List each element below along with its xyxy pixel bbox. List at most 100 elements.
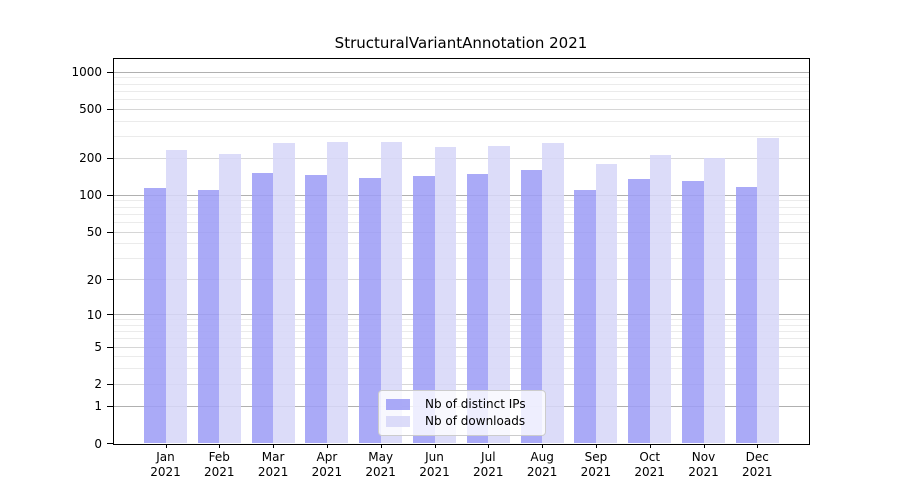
bar-sep-distinct-ips bbox=[574, 190, 596, 444]
x-tick-year-jul: 2021 bbox=[473, 465, 504, 479]
y-tick-label-2: 2 bbox=[94, 377, 102, 392]
gridline-minor-9 bbox=[114, 319, 809, 321]
gridline-200 bbox=[114, 157, 809, 159]
x-tick-month-oct: Oct bbox=[639, 450, 661, 464]
bar-jan-downloads bbox=[165, 149, 187, 444]
bar-jan-distinct-ips bbox=[144, 187, 166, 444]
y-tick-0 bbox=[107, 443, 113, 444]
legend: Nb of distinct IPs Nb of downloads bbox=[378, 390, 546, 436]
bar-may-distinct-ips bbox=[359, 177, 381, 444]
x-tick-month-apr: Apr bbox=[316, 450, 338, 464]
gridline-minor-300 bbox=[114, 136, 809, 138]
gridline-5 bbox=[114, 346, 809, 348]
x-tick-label-apr: Apr 2021 bbox=[297, 450, 357, 480]
gridline-minor-4 bbox=[114, 356, 809, 358]
y-tick-label-20: 20 bbox=[86, 272, 102, 287]
gridline-minor-900 bbox=[114, 77, 809, 79]
y-tick-label-1: 1 bbox=[94, 399, 102, 414]
x-tick-label-nov: Nov 2021 bbox=[674, 450, 734, 480]
gridline-minor-6 bbox=[114, 338, 809, 340]
bar-jun-distinct-ips bbox=[413, 175, 435, 444]
gridline-minor-8 bbox=[114, 324, 809, 326]
x-tick-may bbox=[380, 444, 382, 448]
gridline-500 bbox=[114, 108, 809, 110]
y-tick-5 bbox=[107, 346, 113, 348]
y-tick-50 bbox=[107, 231, 113, 233]
x-tick-label-jan: Jan 2021 bbox=[136, 450, 196, 480]
x-tick-label-may: May 2021 bbox=[351, 450, 411, 480]
gridline-minor-30 bbox=[114, 258, 809, 260]
y-tick-500 bbox=[107, 108, 113, 110]
x-tick-year-aug: 2021 bbox=[526, 465, 558, 479]
x-tick-month-sep: Sep bbox=[584, 450, 608, 464]
x-tick-mar bbox=[273, 444, 275, 448]
x-tick-year-dec: 2021 bbox=[742, 465, 773, 479]
bar-dec-downloads bbox=[757, 138, 779, 444]
x-tick-feb bbox=[219, 444, 221, 448]
bar-apr-downloads bbox=[326, 141, 349, 444]
x-tick-oct bbox=[649, 444, 651, 448]
x-tick-month-nov: Nov bbox=[691, 450, 716, 464]
x-tick-year-oct: 2021 bbox=[634, 465, 665, 479]
bar-aug-distinct-ips bbox=[520, 169, 543, 444]
gridline-1000 bbox=[114, 71, 809, 73]
x-tick-label-jun: Jun 2021 bbox=[405, 450, 465, 480]
y-tick-10 bbox=[107, 314, 113, 316]
gridline-minor-80 bbox=[114, 206, 809, 208]
y-tick-label-100: 100 bbox=[79, 188, 102, 203]
x-tick-year-mar: 2021 bbox=[257, 465, 289, 479]
x-tick-month-mar: Mar bbox=[261, 450, 285, 464]
bar-aug-downloads bbox=[542, 143, 564, 444]
bar-oct-distinct-ips bbox=[628, 179, 650, 444]
gridline-minor-60 bbox=[114, 221, 809, 223]
y-tick-1 bbox=[107, 405, 113, 407]
x-tick-dec bbox=[757, 444, 759, 448]
y-tick-2 bbox=[107, 383, 113, 385]
legend-item-downloads: Nb of downloads bbox=[386, 414, 538, 429]
y-tick-200 bbox=[107, 157, 113, 159]
legend-item-distinct-ips: Nb of distinct IPs bbox=[386, 397, 538, 412]
x-tick-month-jul: Jul bbox=[481, 450, 496, 464]
x-tick-year-apr: 2021 bbox=[311, 465, 343, 479]
legend-label-downloads: Nb of downloads bbox=[425, 414, 526, 428]
gridline-minor-70 bbox=[114, 213, 809, 215]
y-tick-label-10: 10 bbox=[86, 307, 102, 322]
x-tick-month-aug: Aug bbox=[530, 450, 554, 464]
x-tick-year-feb: 2021 bbox=[204, 465, 235, 479]
x-tick-jan bbox=[165, 444, 167, 448]
x-tick-label-mar: Mar 2021 bbox=[243, 450, 303, 480]
gridline-minor-600 bbox=[114, 98, 809, 100]
x-tick-label-sep: Sep 2021 bbox=[566, 450, 626, 480]
bar-may-downloads bbox=[380, 142, 403, 444]
gridline-50 bbox=[114, 231, 809, 233]
x-tick-month-dec: Dec bbox=[745, 450, 769, 464]
y-tick-label-50: 50 bbox=[86, 225, 102, 240]
gridline-minor-700 bbox=[114, 90, 809, 92]
bar-apr-distinct-ips bbox=[305, 175, 327, 444]
y-tick-20 bbox=[107, 279, 113, 281]
x-tick-year-sep: 2021 bbox=[580, 465, 612, 479]
gridline-minor-7 bbox=[114, 331, 809, 333]
y-tick-1000 bbox=[107, 71, 113, 73]
x-tick-year-jan: 2021 bbox=[150, 465, 181, 479]
bar-oct-downloads bbox=[649, 154, 672, 444]
bar-mar-distinct-ips bbox=[251, 173, 274, 444]
gridline-minor-800 bbox=[114, 83, 809, 85]
x-tick-year-jun: 2021 bbox=[419, 465, 450, 479]
gridline-minor-3 bbox=[114, 368, 809, 370]
gridline-10 bbox=[114, 314, 809, 316]
x-tick-month-jun: Jun bbox=[425, 450, 444, 464]
x-tick-nov bbox=[703, 444, 705, 448]
legend-swatch-distinct-ips bbox=[386, 399, 410, 410]
x-tick-label-oct: Oct 2021 bbox=[620, 450, 680, 480]
y-tick-label-5: 5 bbox=[94, 340, 102, 355]
gridline-2 bbox=[114, 383, 809, 385]
x-tick-year-may: 2021 bbox=[365, 465, 396, 479]
legend-swatch-downloads bbox=[386, 416, 410, 427]
x-tick-month-feb: Feb bbox=[208, 450, 230, 464]
x-tick-month-may: May bbox=[368, 450, 394, 464]
gridline-100 bbox=[114, 194, 809, 196]
bar-nov-downloads bbox=[703, 158, 725, 444]
x-tick-aug bbox=[542, 444, 544, 448]
x-tick-label-feb: Feb 2021 bbox=[189, 450, 249, 480]
